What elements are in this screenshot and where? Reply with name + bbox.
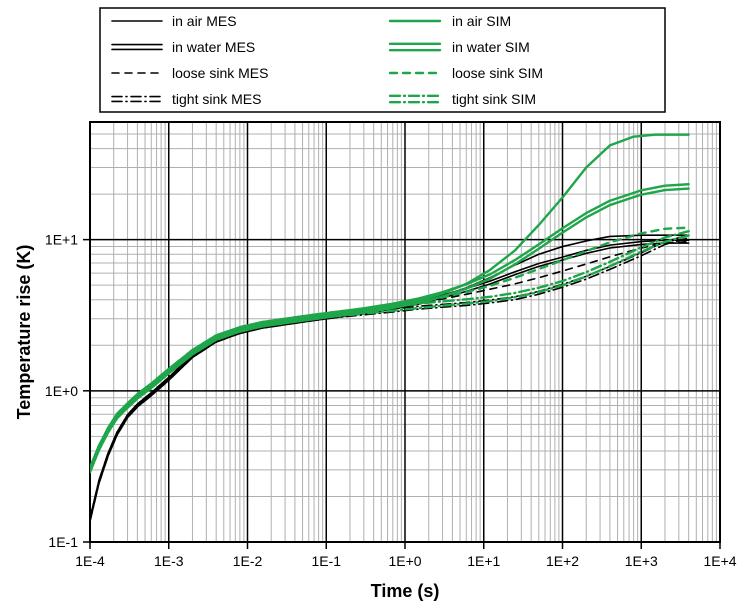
x-tick-label: 1E-2 <box>233 553 263 569</box>
chart-container: 1E-4 1E-3 1E-2 1E-1 1E+0 1E+1 1E+2 1E+3 1E+4 1E-1… <box>0 0 742 615</box>
x-tick-label: 1E+0 <box>388 553 421 569</box>
legend-label: in water MES <box>172 39 255 55</box>
x-tick-label: 1E+4 <box>703 553 736 569</box>
legend-label: in air SIM <box>452 13 511 29</box>
legend-label: tight sink MES <box>172 91 261 107</box>
legend-label: loose sink SIM <box>452 65 543 81</box>
x-tick-label: 1E-4 <box>75 553 105 569</box>
legend-label: tight sink SIM <box>452 91 536 107</box>
x-tick-label: 1E-1 <box>311 553 341 569</box>
x-tick-label: 1E+3 <box>625 553 658 569</box>
y-axis-label: Temperature rise (K) <box>14 245 34 420</box>
x-tick-label: 1E-3 <box>154 553 184 569</box>
x-tick-label: 1E+1 <box>467 553 500 569</box>
y-tick-label: 1E+1 <box>45 232 78 248</box>
x-tick-label: 1E+2 <box>546 553 579 569</box>
legend-label: loose sink MES <box>172 65 268 81</box>
y-tick-label: 1E+0 <box>45 383 78 399</box>
y-tick-label: 1E-1 <box>48 534 78 550</box>
chart-svg: 1E-4 1E-3 1E-2 1E-1 1E+0 1E+1 1E+2 1E+3 1E+4 1E-1… <box>0 0 742 615</box>
legend-label: in water SIM <box>452 39 530 55</box>
x-axis-label: Time (s) <box>371 581 440 601</box>
legend-label: in air MES <box>172 13 237 29</box>
